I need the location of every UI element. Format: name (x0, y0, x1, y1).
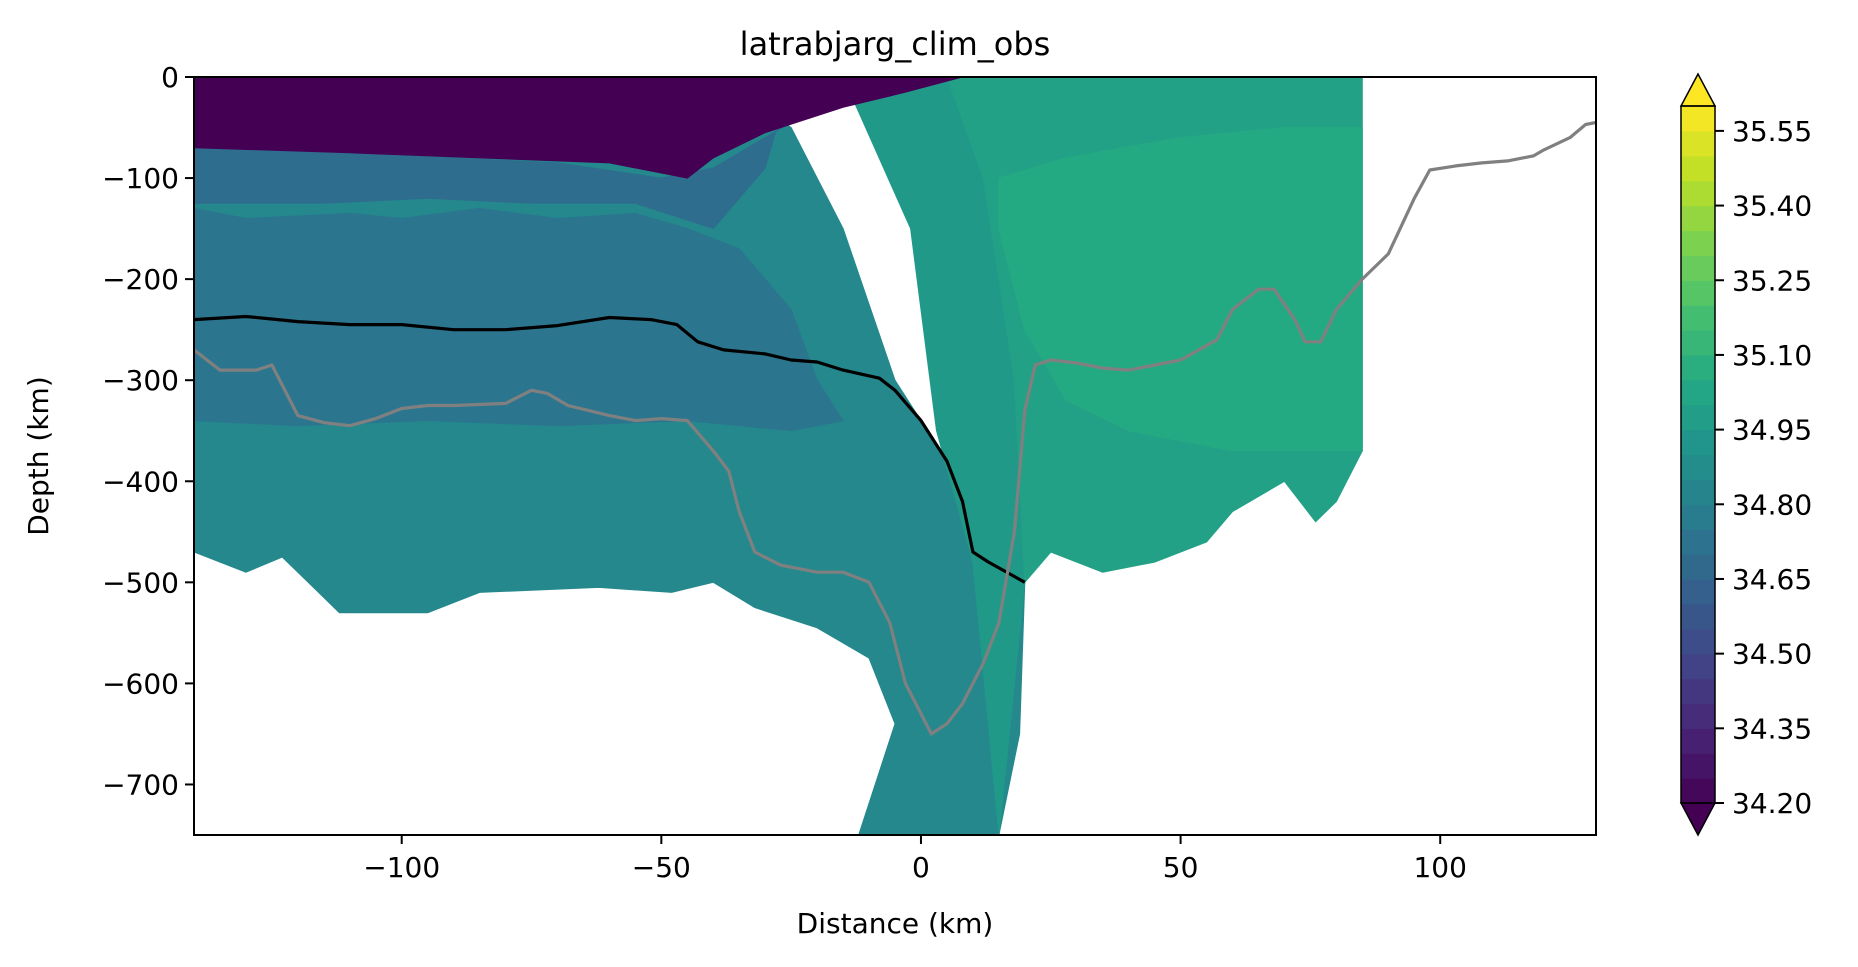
colorbar-tick-label: 35.25 (1732, 264, 1812, 297)
colorbar-tick-label: 34.50 (1732, 638, 1812, 671)
y-tick-label: −500 (102, 566, 179, 599)
colorbar-band (1681, 529, 1715, 555)
colorbar-band (1681, 330, 1715, 356)
colorbar: 34.20 34.35 34.50 34.65 34.80 34.95 35.10 35.25… (1679, 72, 1812, 837)
x-tick-label: −50 (632, 851, 691, 884)
colorbar-band (1681, 130, 1715, 157)
chart-title: latrabjarg_clim_obs (740, 25, 1051, 63)
colorbar-tick-label: 34.95 (1732, 414, 1812, 447)
y-tick-label: −300 (102, 364, 179, 397)
colorbar-band (1681, 628, 1715, 655)
colorbar-band (1681, 678, 1715, 705)
colorbar-band (1681, 728, 1715, 754)
colorbar-band (1681, 354, 1715, 381)
colorbar-band (1681, 379, 1715, 406)
series-line-0 (194, 314, 1026, 584)
colorbar-band (1681, 404, 1715, 431)
colorbar-tick-label: 34.35 (1732, 712, 1812, 745)
x-tick-label: 50 (1163, 851, 1199, 884)
colorbar-band (1681, 778, 1715, 804)
y-tick-label: −400 (102, 465, 179, 498)
colorbar-band (1681, 504, 1715, 530)
colorbar-band (1681, 155, 1715, 182)
colorbar-frame (1680, 105, 1716, 804)
y-tick-label: −600 (102, 667, 179, 700)
colorbar-band (1681, 230, 1715, 256)
colorbar-band (1681, 479, 1715, 505)
colorbar-band (1681, 429, 1715, 456)
colorbar-band (1681, 106, 1715, 132)
colorbar-tick-label: 35.55 (1732, 115, 1812, 148)
colorbar-band (1681, 180, 1715, 207)
field-region-5 (194, 77, 870, 230)
colorbar-tick-label: 35.10 (1732, 339, 1812, 372)
colorbar-tick-label: 34.80 (1732, 488, 1812, 521)
colorbar-band (1681, 603, 1715, 630)
colorbar-band (1681, 454, 1715, 480)
colorbar-extend-max (1679, 72, 1717, 107)
colorbar-band (1681, 305, 1715, 331)
colorbar-band (1681, 255, 1715, 281)
y-axis: 0 −100 −200 −300 −400 −500 −600 −700 (102, 61, 194, 801)
y-tick-label: −200 (102, 263, 179, 296)
salinity-field (194, 77, 1363, 835)
colorbar-band (1681, 578, 1715, 605)
colorbar-band (1681, 753, 1715, 779)
colorbar-tick-label: 35.40 (1732, 190, 1812, 223)
y-tick-label: −100 (102, 162, 179, 195)
x-tick-label: 0 (912, 851, 930, 884)
colorbar-extend-min (1679, 802, 1717, 837)
field-region-4 (194, 207, 844, 432)
y-tick-label: 0 (161, 61, 179, 94)
y-axis-label: Depth (km) (22, 376, 55, 536)
plot-frame (193, 76, 1597, 836)
colorbar-tick-label: 34.65 (1732, 563, 1812, 596)
x-axis-label: Distance (km) (797, 907, 994, 940)
x-axis: −100 −50 0 50 100 (363, 835, 1467, 884)
field-region-6 (194, 77, 963, 179)
field-region-3 (998, 127, 1363, 452)
line-layer (194, 120, 1596, 736)
colorbar-band (1681, 205, 1715, 232)
x-tick-label: −100 (363, 851, 440, 884)
y-tick-label: −700 (102, 768, 179, 801)
colorbar-band (1681, 653, 1715, 680)
colorbar-band (1681, 554, 1715, 580)
colorbar-band (1681, 280, 1715, 306)
colorbar-band (1681, 703, 1715, 729)
x-tick-label: 100 (1413, 851, 1466, 884)
series-line-1 (194, 120, 1596, 736)
colorbar-tick-label: 34.20 (1732, 787, 1812, 820)
